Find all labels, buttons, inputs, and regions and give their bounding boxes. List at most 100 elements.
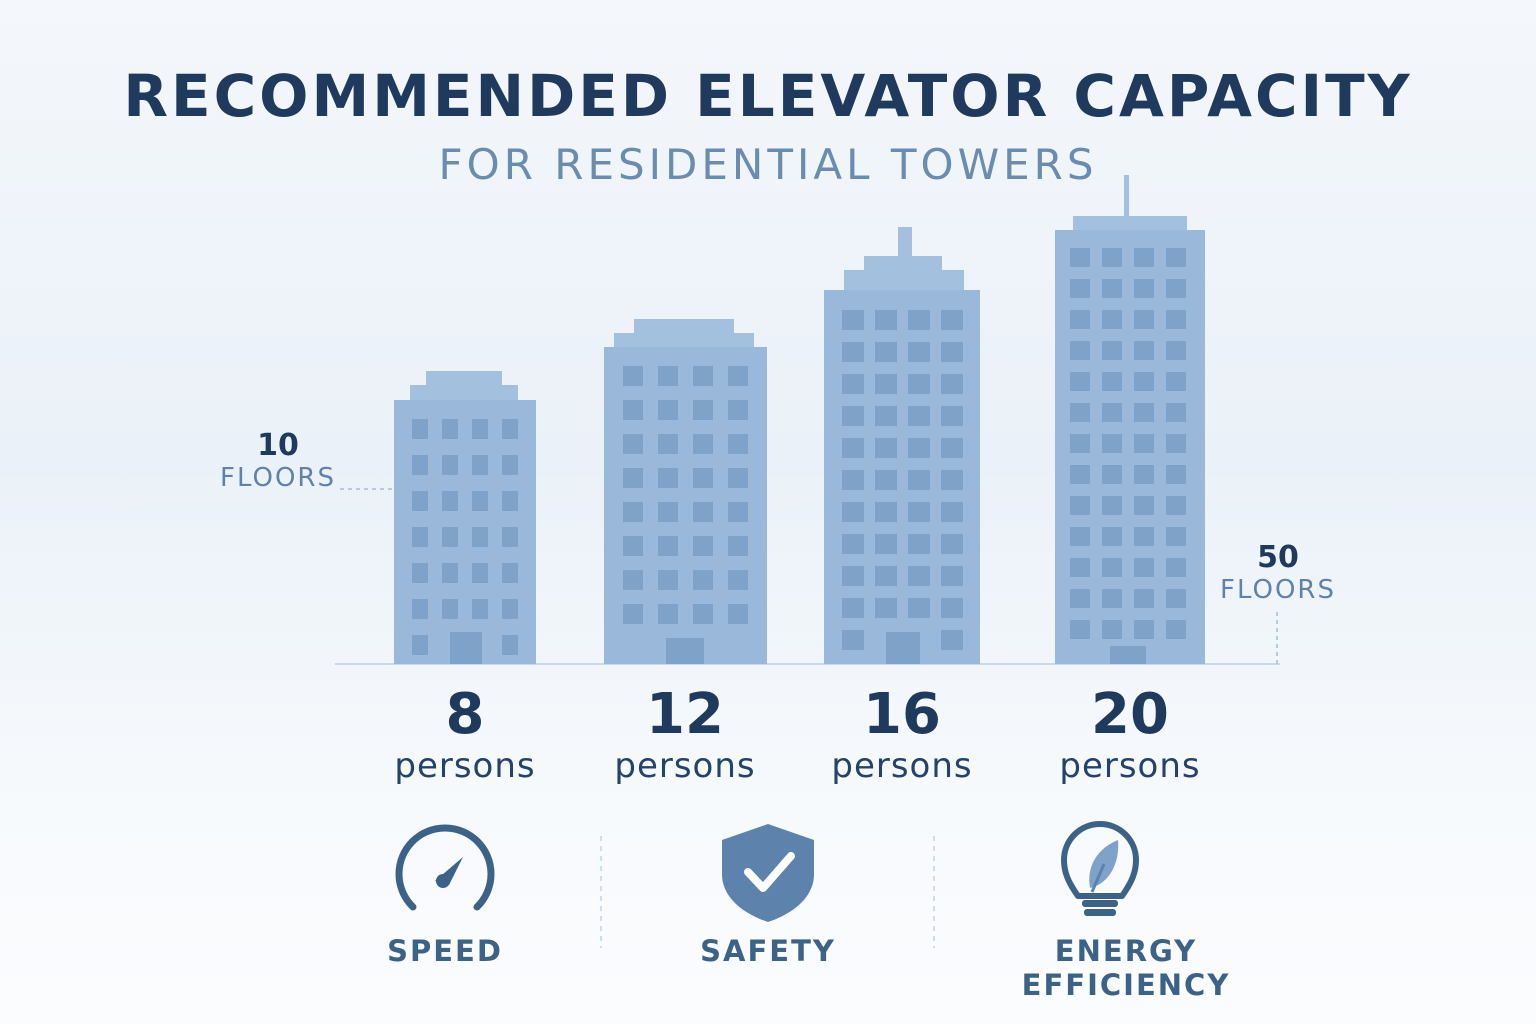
building-window bbox=[442, 599, 458, 619]
capacity-unit: persons bbox=[831, 746, 973, 786]
building-4 bbox=[1055, 175, 1205, 664]
building-window bbox=[502, 563, 518, 583]
building-window bbox=[875, 470, 897, 490]
building-window bbox=[875, 310, 897, 330]
building-window bbox=[623, 536, 643, 556]
building-window bbox=[1134, 310, 1154, 329]
building-window bbox=[1166, 372, 1186, 391]
building-window bbox=[728, 604, 748, 624]
building-window bbox=[1134, 248, 1154, 267]
building-window bbox=[908, 342, 930, 362]
building-window bbox=[941, 502, 963, 522]
building-window bbox=[693, 570, 713, 590]
building-window bbox=[728, 536, 748, 556]
floor-marker-label: FLOORS bbox=[1219, 575, 1336, 605]
building-window bbox=[875, 342, 897, 362]
building-window bbox=[842, 598, 864, 618]
feature-energy-label: ENERGY EFFICIENCY bbox=[1021, 934, 1231, 1002]
building-window bbox=[412, 635, 428, 655]
floor-marker-50: 50 FLOORS bbox=[1208, 540, 1348, 605]
building-window bbox=[623, 570, 643, 590]
building-window bbox=[1102, 465, 1122, 484]
capacity-12: 12 persons bbox=[575, 684, 795, 787]
building-window bbox=[623, 434, 643, 454]
feature-speed-label: SPEED bbox=[387, 934, 503, 968]
building-window bbox=[442, 419, 458, 439]
building-window bbox=[842, 566, 864, 586]
capacity-number: 16 bbox=[863, 682, 941, 747]
capacity-number: 8 bbox=[445, 682, 485, 747]
building-window bbox=[1070, 527, 1090, 546]
building-window bbox=[1134, 620, 1154, 639]
building-window bbox=[472, 527, 488, 547]
capacity-16: 16 persons bbox=[792, 682, 1012, 787]
building-window bbox=[1134, 372, 1154, 391]
building-window bbox=[1102, 341, 1122, 360]
building-window bbox=[842, 342, 864, 362]
building-window bbox=[1070, 248, 1090, 267]
building-window bbox=[908, 598, 930, 618]
building-window bbox=[1070, 465, 1090, 484]
building-window bbox=[693, 468, 713, 488]
building-window bbox=[1102, 248, 1122, 267]
building-window bbox=[728, 400, 748, 420]
building-window bbox=[908, 374, 930, 394]
building-window bbox=[875, 502, 897, 522]
building-window bbox=[941, 406, 963, 426]
building-window bbox=[1166, 620, 1186, 639]
capacity-unit: persons bbox=[394, 746, 536, 786]
building-window bbox=[502, 527, 518, 547]
building-window bbox=[658, 468, 678, 488]
building-window bbox=[442, 563, 458, 583]
capacity-20: 20 persons bbox=[1020, 684, 1240, 787]
building-window bbox=[728, 570, 748, 590]
page-title: RECOMMENDED ELEVATOR CAPACITY bbox=[123, 62, 1413, 130]
lightbulb-leaf-icon bbox=[1061, 821, 1139, 916]
building-window bbox=[875, 566, 897, 586]
building-window bbox=[842, 310, 864, 330]
building-window bbox=[693, 366, 713, 386]
building-window bbox=[1166, 248, 1186, 267]
building-window bbox=[875, 374, 897, 394]
feature-safety-label: SAFETY bbox=[700, 934, 836, 968]
building-window bbox=[728, 434, 748, 454]
building-window bbox=[908, 438, 930, 458]
building-window bbox=[908, 566, 930, 586]
building-window bbox=[728, 468, 748, 488]
building-window bbox=[472, 419, 488, 439]
building-window bbox=[412, 599, 428, 619]
building-window bbox=[472, 563, 488, 583]
building-window bbox=[1102, 310, 1122, 329]
building-window bbox=[472, 599, 488, 619]
building-window bbox=[1102, 279, 1122, 298]
building-window bbox=[502, 491, 518, 511]
building-window bbox=[842, 630, 864, 650]
capacity-unit: persons bbox=[614, 746, 756, 786]
building-window bbox=[842, 406, 864, 426]
building-window bbox=[1102, 527, 1122, 546]
speedometer-icon bbox=[395, 824, 495, 911]
building-window bbox=[658, 570, 678, 590]
building-window bbox=[1134, 403, 1154, 422]
building-window bbox=[842, 502, 864, 522]
building-window bbox=[1070, 310, 1090, 329]
building-window bbox=[658, 400, 678, 420]
building-window bbox=[412, 527, 428, 547]
page-subtitle: FOR RESIDENTIAL TOWERS bbox=[438, 140, 1098, 189]
building-window bbox=[941, 598, 963, 618]
building-1 bbox=[394, 371, 536, 664]
building-window bbox=[623, 502, 643, 522]
building-window bbox=[1134, 434, 1154, 453]
building-window bbox=[842, 470, 864, 490]
building-window bbox=[1070, 589, 1090, 608]
building-window bbox=[502, 419, 518, 439]
building-window bbox=[1070, 279, 1090, 298]
capacity-unit: persons bbox=[1059, 746, 1201, 786]
building-window bbox=[1134, 496, 1154, 515]
building-window bbox=[1166, 465, 1186, 484]
building-window bbox=[623, 400, 643, 420]
building-window bbox=[908, 406, 930, 426]
building-window bbox=[941, 310, 963, 330]
building-window bbox=[472, 455, 488, 475]
building-window bbox=[1070, 620, 1090, 639]
